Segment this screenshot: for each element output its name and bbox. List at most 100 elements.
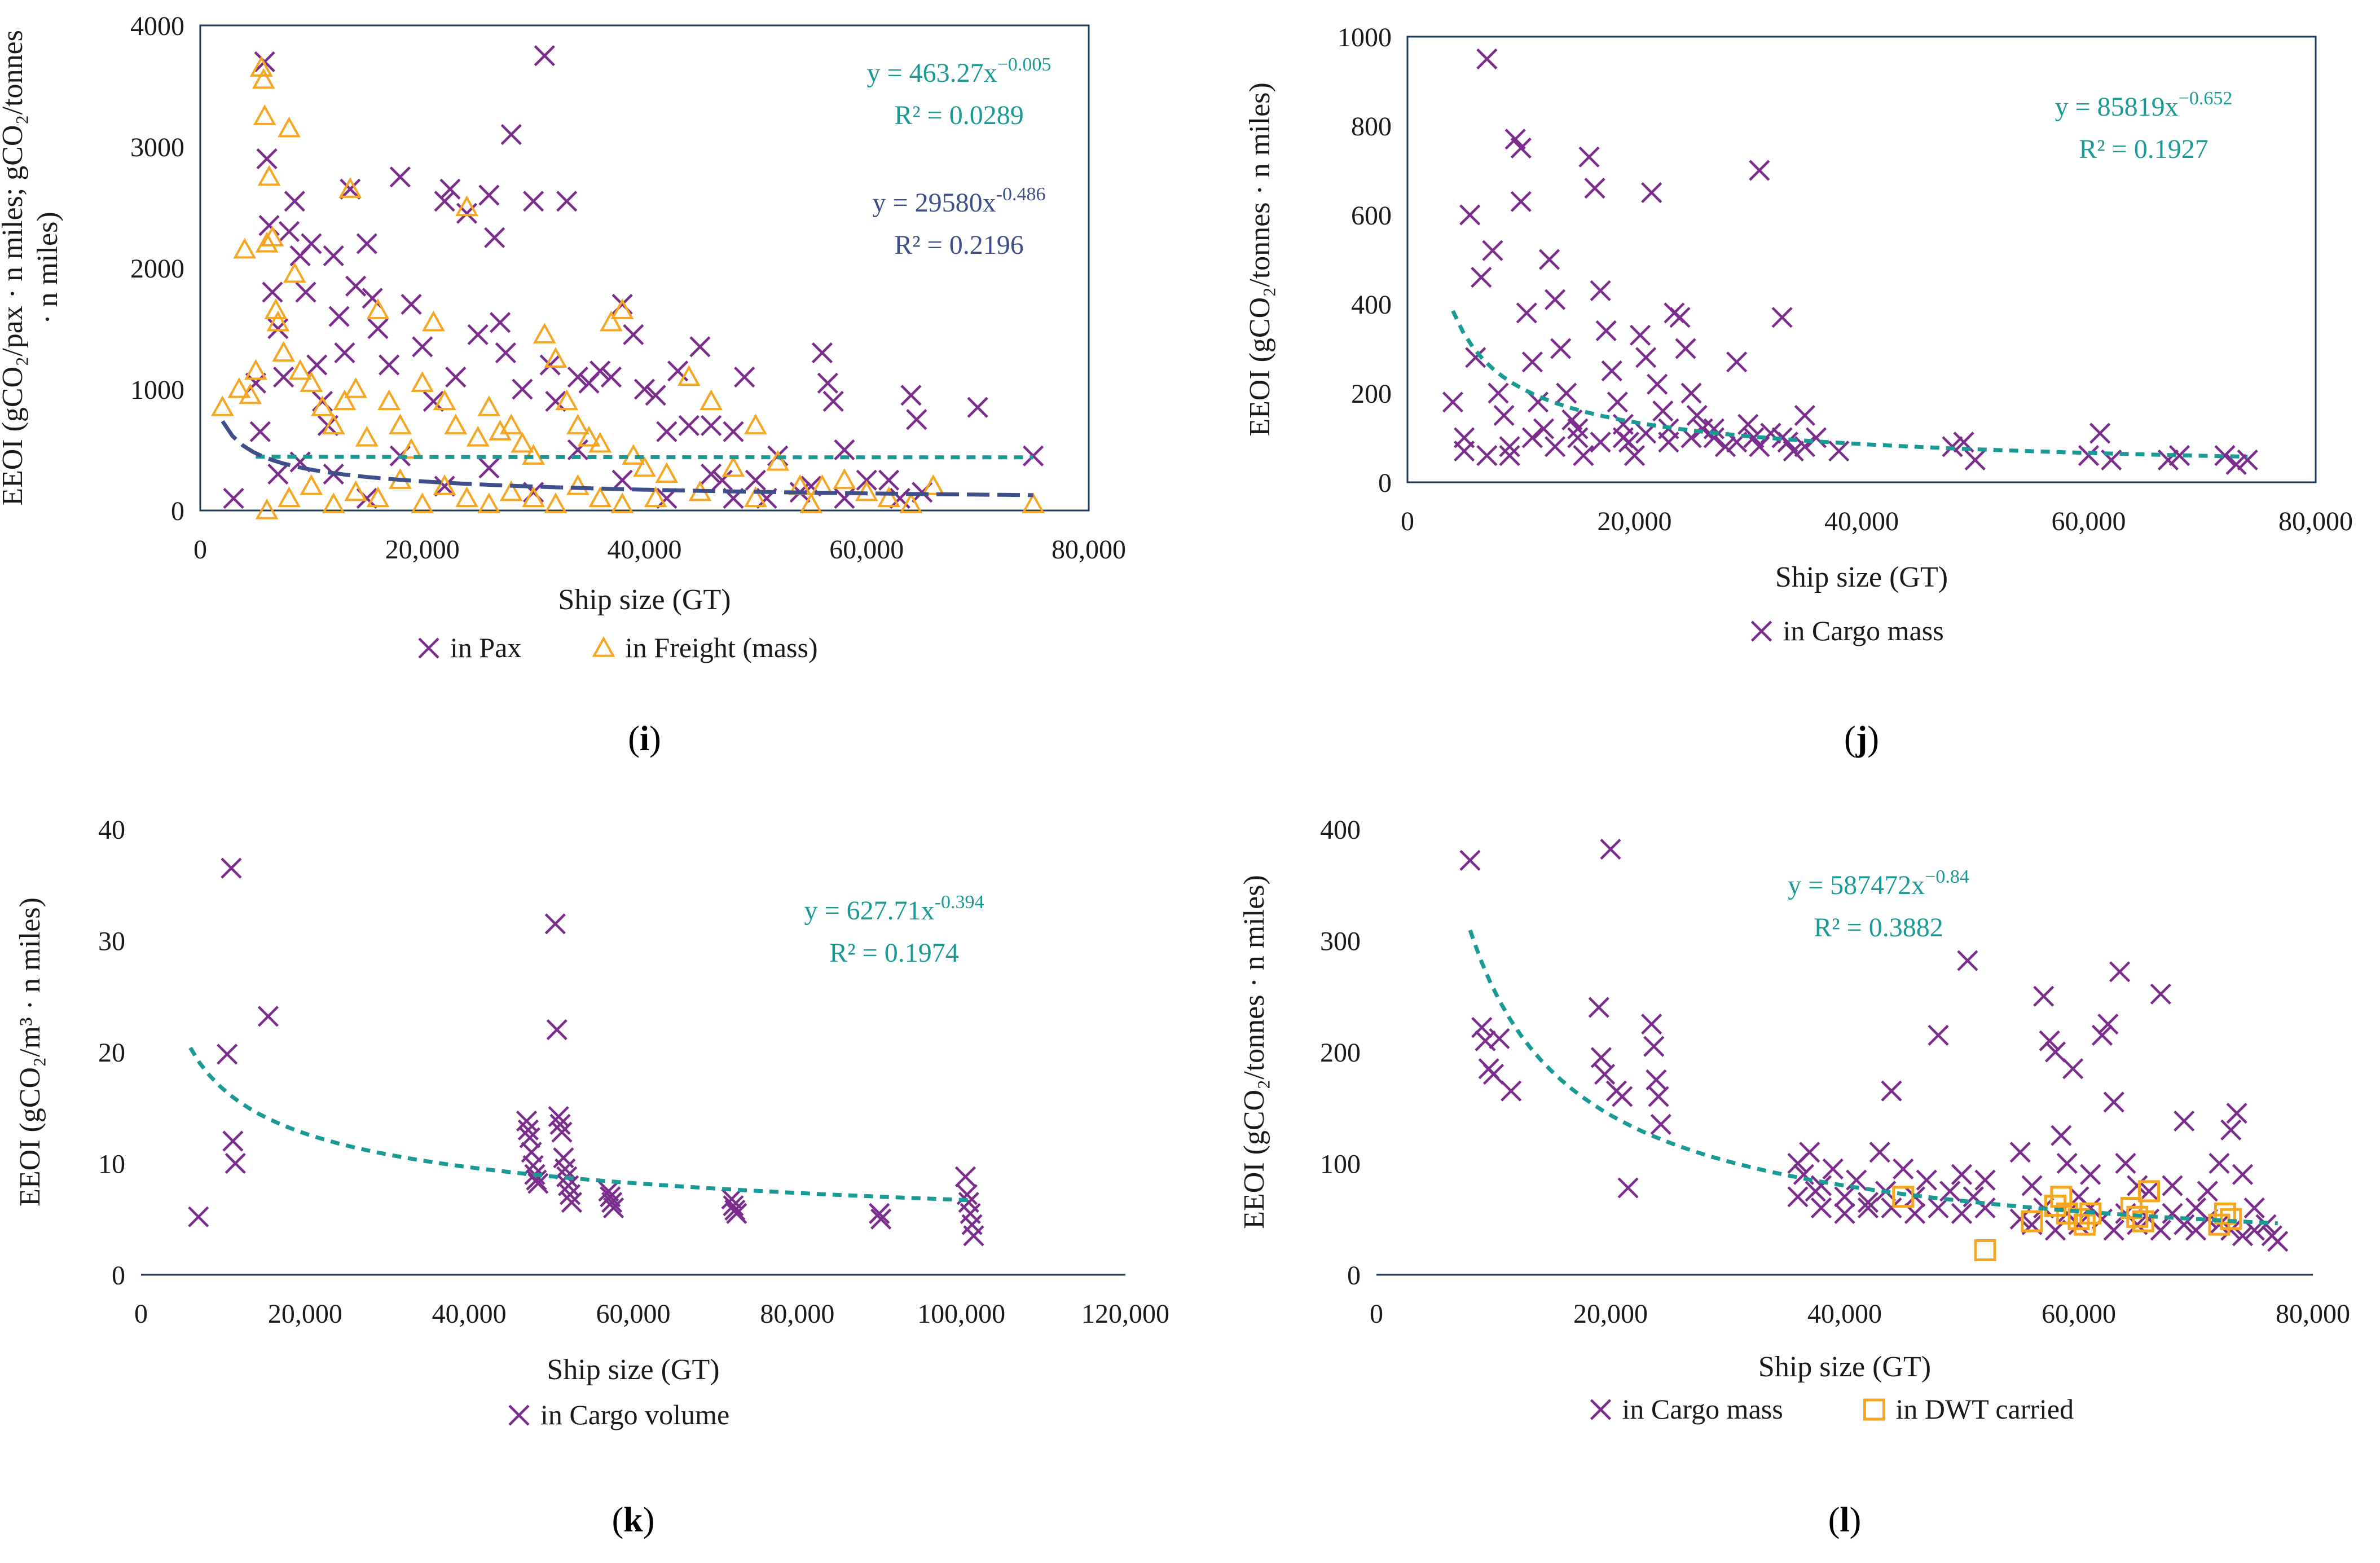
- data-point-stroke: [561, 1192, 583, 1213]
- panel-label-letter: j: [1855, 720, 1868, 758]
- data-point: [1771, 307, 1793, 328]
- data-point: [2039, 1030, 2060, 1051]
- y-tick-label: 400: [1351, 290, 1392, 320]
- x-tick-label: 40,000: [1807, 1299, 1882, 1329]
- data-point: [2044, 1041, 2066, 1063]
- x-tick-label: 120,000: [1081, 1299, 1169, 1329]
- data-point-stroke: [356, 233, 377, 254]
- data-point: [1600, 838, 1621, 860]
- data-point-stroke: [1504, 129, 1526, 150]
- data-point: [544, 492, 567, 513]
- equation-base: y = 29580x: [873, 188, 996, 218]
- data-point-stroke: [2220, 1219, 2242, 1241]
- data-point: [267, 463, 289, 485]
- data-point-stroke: [367, 318, 389, 340]
- data-point: [401, 293, 422, 315]
- data-point-stroke: [2185, 1197, 2207, 1219]
- x-tick-label: 20,000: [268, 1299, 342, 1329]
- data-point-stroke: [439, 178, 461, 200]
- legend-label: in Cargo mass: [1783, 615, 1944, 646]
- data-point-stroke: [484, 227, 505, 248]
- data-point: [1482, 240, 1503, 261]
- data-point: [1893, 1158, 1914, 1179]
- data-point-stroke: [1953, 432, 1974, 453]
- data-point: [233, 237, 257, 259]
- data-point: [254, 51, 275, 73]
- data-point-stroke: [1545, 289, 1566, 310]
- data-point: [1482, 1063, 1504, 1085]
- data-point-stroke: [412, 336, 433, 358]
- data-point: [367, 318, 389, 340]
- data-point: [1516, 302, 1537, 324]
- data-point-stroke: [217, 1044, 238, 1065]
- data-point-stroke: [221, 857, 242, 879]
- legend-marker: [592, 636, 615, 657]
- legend-label: in DWT carried: [1896, 1393, 2074, 1425]
- data-point: [2056, 1202, 2078, 1225]
- data-point: [2097, 1014, 2119, 1035]
- legend-marker: [1750, 620, 1772, 642]
- data-point-stroke: [1482, 1063, 1504, 1085]
- data-point-stroke: [467, 324, 489, 345]
- data-point-stroke: [495, 342, 516, 364]
- data-point-stroke: [1641, 182, 1662, 204]
- data-point-stroke: [262, 281, 283, 303]
- data-point: [466, 425, 490, 447]
- data-point: [267, 318, 289, 340]
- data-point-stroke: [734, 366, 755, 388]
- data-point: [311, 395, 334, 416]
- data-point-stroke: [1805, 427, 1827, 448]
- data-point: [444, 413, 468, 435]
- equation-base: y = 85819x: [2055, 92, 2179, 122]
- x-tick-label: 80,000: [1052, 535, 1126, 565]
- data-point-stroke: [1556, 382, 1577, 404]
- data-point-stroke: [878, 469, 900, 491]
- data-point-stroke: [546, 1019, 567, 1041]
- legend-marker-stroke: [418, 637, 439, 659]
- data-point-stroke: [2101, 449, 2122, 471]
- data-point: [256, 148, 278, 170]
- data-point-stroke: [2091, 1024, 2113, 1046]
- data-point: [411, 371, 434, 392]
- data-point: [600, 310, 623, 332]
- data-point: [566, 413, 589, 435]
- data-point-stroke: [1904, 1203, 1926, 1224]
- data-point: [2243, 1197, 2265, 1219]
- data-point-stroke: [379, 354, 400, 376]
- equation-base: y = 463.27x: [867, 58, 997, 88]
- data-point: [1799, 1142, 1820, 1163]
- data-point: [1658, 432, 1679, 453]
- data-point-stroke: [256, 148, 278, 170]
- panel-label-close: ): [1867, 720, 1879, 758]
- data-point-stroke: [257, 1006, 279, 1027]
- data-point: [634, 378, 656, 400]
- data-point: [1476, 445, 1498, 466]
- data-point-stroke: [258, 215, 280, 236]
- data-point-stroke: [1476, 48, 1498, 70]
- data-point: [1459, 204, 1481, 226]
- data-point-stroke: [2267, 1231, 2289, 1252]
- data-point: [273, 366, 294, 388]
- data-point: [1612, 427, 1634, 448]
- data-point-stroke: [1760, 422, 1781, 444]
- data-point-stroke: [906, 409, 927, 430]
- data-point: [689, 336, 711, 358]
- data-point: [1556, 382, 1577, 404]
- data-point-stroke: [598, 1181, 619, 1202]
- data-point: [2127, 1175, 2148, 1196]
- series-in-cargo-mass: [1459, 838, 2289, 1252]
- data-point: [434, 475, 455, 497]
- data-point: [1822, 1158, 1844, 1179]
- data-point: [1493, 404, 1515, 426]
- data-point: [1454, 441, 1475, 462]
- data-point: [2056, 1152, 2078, 1174]
- data-point-stroke: [1652, 400, 1674, 422]
- y-tick-label: 10: [98, 1150, 125, 1179]
- panel-label: (l): [1828, 1501, 1862, 1539]
- data-point-stroke: [516, 1110, 538, 1132]
- data-point-stroke: [745, 469, 766, 491]
- trendline-equation: y = 627.71x-0.394: [804, 892, 984, 926]
- data-point-stroke: [689, 336, 711, 358]
- panel-label-letter: k: [623, 1501, 643, 1539]
- data-point-stroke: [306, 354, 328, 376]
